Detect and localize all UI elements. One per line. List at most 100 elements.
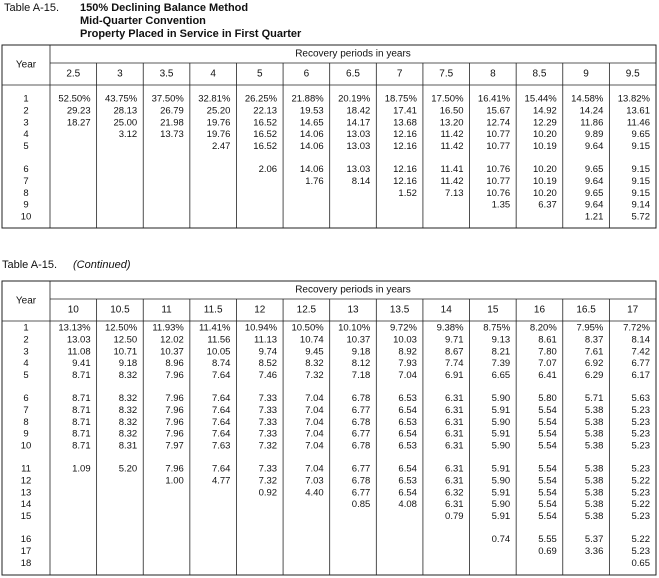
period-header: 13.5 <box>390 305 410 316</box>
rate-cell: 12.50% <box>105 323 138 334</box>
rate-cell: 6.53 <box>398 475 417 486</box>
rate-cell: 5.38 <box>585 475 604 486</box>
rate-cell: 7.96 <box>165 393 184 404</box>
rate-cell: 6.92 <box>585 358 604 369</box>
rate-cell: 19.76 <box>207 129 231 140</box>
rate-cell: 5.38 <box>585 464 604 475</box>
table-title: 150% Declining Balance Method <box>80 2 248 14</box>
period-header: 3 <box>117 69 123 80</box>
rate-cell: 10.74 <box>300 334 324 345</box>
period-header: 14 <box>441 305 453 316</box>
year-cell: 7 <box>23 176 28 187</box>
rate-cell: 15.67 <box>486 105 510 116</box>
rate-cell: 7.63 <box>212 441 231 452</box>
table-title: Property Placed in Service in First Quar… <box>80 28 302 40</box>
rate-cell: 7.96 <box>165 429 184 440</box>
rate-cell: 9.41 <box>72 358 91 369</box>
year-cell: 3 <box>23 117 28 128</box>
rate-cell: 7.80 <box>538 346 557 357</box>
rate-cell: 6.31 <box>445 475 464 486</box>
period-header: 6 <box>304 69 310 80</box>
rate-cell: 5.38 <box>585 511 604 522</box>
period-header: 9.5 <box>626 69 640 80</box>
rate-cell: 5.91 <box>492 405 511 416</box>
rate-cell: 10.50% <box>291 323 324 334</box>
rate-cell: 9.74 <box>259 346 278 357</box>
rate-cell: 7.33 <box>259 429 278 440</box>
rate-cell: 9.18 <box>352 346 371 357</box>
year-cell: 10 <box>21 441 32 452</box>
period-header: 5 <box>257 69 263 80</box>
year-cell: 18 <box>21 558 32 569</box>
rate-cell: 6.78 <box>352 417 371 428</box>
table-label: Table A-15. <box>4 2 59 14</box>
rate-cell: 10.76 <box>486 188 510 199</box>
rate-cell: 52.50% <box>58 94 91 105</box>
rate-cell: 13.03 <box>67 334 91 345</box>
rate-cell: 5.22 <box>632 499 651 510</box>
rate-cell: 11.42 <box>440 141 463 152</box>
period-header: 11.5 <box>204 305 223 316</box>
rate-cell: 6.77 <box>352 405 371 416</box>
rate-cell: 6.31 <box>445 405 464 416</box>
rate-cell: 6.65 <box>492 370 511 381</box>
rate-cell: 7.64 <box>212 405 231 416</box>
rate-cell: 7.64 <box>212 429 231 440</box>
rate-cell: 6.37 <box>538 200 557 211</box>
rate-cell: 8.31 <box>119 441 138 452</box>
rate-cell: 9.64 <box>585 141 604 152</box>
rate-cell: 10.37 <box>160 346 184 357</box>
rate-cell: 11.13 <box>254 334 277 345</box>
rate-cell: 5.23 <box>632 429 651 440</box>
rate-cell: 11.41 <box>440 164 463 175</box>
rate-cell: 6.54 <box>398 429 417 440</box>
rate-cell: 8.71 <box>72 370 91 381</box>
rate-cell: 8.32 <box>119 429 138 440</box>
rate-cell: 7.04 <box>398 370 417 381</box>
rate-cell: 6.54 <box>398 405 417 416</box>
rate-cell: 7.04 <box>305 417 324 428</box>
rate-cell: 5.38 <box>585 487 604 498</box>
period-header: 12 <box>254 305 266 316</box>
rate-cell: 6.78 <box>352 441 371 452</box>
rate-cell: 6.53 <box>398 441 417 452</box>
rate-cell: 14.65 <box>300 117 324 128</box>
rate-cell: 5.20 <box>119 464 138 475</box>
rate-cell: 6.54 <box>398 464 417 475</box>
rate-cell: 5.90 <box>492 441 511 452</box>
rate-cell: 14.17 <box>347 117 371 128</box>
rate-cell: 6.77 <box>352 464 371 475</box>
rate-cell: 5.23 <box>632 464 651 475</box>
rate-cell: 6.78 <box>352 475 371 486</box>
period-header: 6.5 <box>346 69 360 80</box>
rate-cell: 8.32 <box>305 358 324 369</box>
year-cell: 2 <box>23 334 28 345</box>
rate-cell: 1.21 <box>585 212 604 223</box>
rate-cell: 9.64 <box>585 200 604 211</box>
rate-cell: 6.77 <box>352 487 371 498</box>
rate-cell: 8.21 <box>492 346 511 357</box>
rate-cell: 5.23 <box>632 441 651 452</box>
rate-cell: 11.93% <box>152 323 184 334</box>
rate-cell: 5.54 <box>538 429 557 440</box>
period-header: 8 <box>490 69 496 80</box>
rate-cell: 10.20 <box>533 129 557 140</box>
rate-cell: 19.76 <box>207 117 231 128</box>
rate-cell: 11.86 <box>580 117 603 128</box>
rate-cell: 7.96 <box>165 370 184 381</box>
rate-cell: 28.13 <box>113 105 137 116</box>
rate-cell: 11.41% <box>199 323 231 334</box>
period-header: 4 <box>210 69 216 80</box>
rate-cell: 7.32 <box>305 370 324 381</box>
rate-cell: 7.46 <box>259 370 278 381</box>
rate-cell: 7.96 <box>165 464 184 475</box>
period-header: 17 <box>627 305 639 316</box>
rate-cell: 18.27 <box>67 117 91 128</box>
rate-cell: 6.77 <box>352 429 371 440</box>
rate-cell: 13.82% <box>618 94 651 105</box>
year-cell: 2 <box>23 105 28 116</box>
rate-cell: 6.78 <box>352 393 371 404</box>
rate-cell: 9.38% <box>437 323 464 334</box>
year-cell: 13 <box>21 487 32 498</box>
rate-cell: 16.52 <box>253 141 277 152</box>
